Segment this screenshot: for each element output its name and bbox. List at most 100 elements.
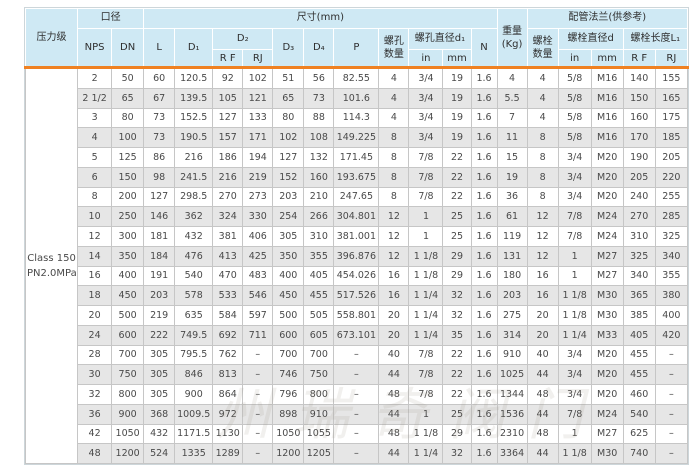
cell: M30 (590, 443, 624, 464)
col-header-p: P (333, 28, 380, 69)
cell: 314 (496, 324, 528, 346)
cell: 305 (143, 364, 176, 385)
cell: 35 (442, 324, 472, 346)
cell: 455 (622, 364, 656, 385)
cell: 1 (557, 265, 592, 287)
cell: 219 (143, 305, 176, 326)
cell: 800 (111, 384, 145, 405)
cell: – (654, 344, 689, 366)
col-header-d1: D₁ (174, 28, 214, 69)
cell: 540 (622, 403, 656, 425)
cell: 330 (242, 206, 274, 227)
cell: 8 (526, 147, 559, 168)
cell: 432 (143, 423, 176, 445)
cell: 101.6 (333, 87, 380, 109)
cell: 558.801 (333, 305, 380, 326)
cell: – (654, 443, 689, 464)
cell: 16 (378, 265, 410, 287)
cell: 1.6 (470, 344, 498, 366)
cell: 365 (622, 285, 656, 306)
cell: 1171.5 (174, 423, 214, 445)
cell: M30 (590, 285, 624, 306)
cell: 127 (272, 147, 305, 168)
cell: – (333, 423, 380, 445)
cell: 180 (496, 265, 528, 287)
cell: 7/8 (408, 166, 444, 188)
cell: 700 (111, 344, 145, 366)
cell: 1344 (496, 384, 528, 405)
cell: 6 (77, 166, 113, 188)
col-header-n: N (470, 28, 498, 69)
cell: 3/4 (557, 364, 592, 385)
cell: 1.6 (470, 87, 498, 109)
cell: 241.5 (174, 166, 214, 188)
cell: 1 1/8 (557, 285, 592, 306)
cell: M20 (590, 147, 624, 168)
table-row: 28 700 305 795.5 762–700 700–40 7/8 22 1.6 910 40 3… (26, 344, 689, 366)
cell: 8 (526, 166, 559, 188)
cell: 1 (557, 245, 592, 267)
col-header-bolt-qty: 螺栓 数量 (526, 28, 559, 69)
table-row: 32 800 305 900 864–796 800–48 7/8 22 1.6 1344 48 3/… (26, 384, 689, 405)
cell: 80 (111, 107, 145, 129)
cell: 400 (111, 265, 145, 287)
cell: 29 (442, 265, 472, 287)
cell: 605 (303, 324, 335, 346)
cell: 16 (526, 265, 559, 287)
cell: 2 (77, 68, 113, 89)
cell: 132 (303, 147, 335, 168)
cell: 4 (77, 127, 113, 148)
cell: 750 (303, 364, 335, 385)
cell: M20 (590, 384, 624, 405)
cell: 800 (303, 384, 335, 405)
cell: 203 (496, 285, 528, 306)
cell: 29 (442, 423, 472, 445)
cell: 455 (303, 285, 335, 306)
cell: 1289 (212, 443, 244, 464)
cell: 119 (496, 226, 528, 247)
cell: 18 (77, 285, 113, 306)
cell: 88 (303, 107, 335, 129)
cell: 36 (77, 403, 113, 425)
cell: 1.6 (470, 127, 498, 148)
cell: 324 (212, 206, 244, 227)
cell: 48 (378, 384, 410, 405)
cell: 1009.5 (174, 403, 214, 425)
cell: M24 (590, 226, 624, 247)
table-row: 36 900 368 1009.5 972–898 910–44 1 25 1.6 1536 44 7… (26, 403, 689, 425)
cell: 3 (77, 107, 113, 129)
cell: M24 (590, 403, 624, 425)
cell: 972 (212, 403, 244, 425)
cell: 1.6 (470, 364, 498, 385)
cell: 150 (622, 87, 656, 109)
cell: 48 (77, 443, 113, 464)
table-row: 24 600 222 749.5 692 711 600 605 673.101 20 1 1/4 3… (26, 324, 689, 346)
cell: 194 (242, 147, 274, 168)
cell: 381.001 (333, 226, 380, 247)
cell: 8 (378, 186, 410, 208)
cell: 5/8 (557, 87, 592, 109)
cell: 1 1/8 (408, 423, 444, 445)
cell: 65 (272, 87, 305, 109)
cell: 10 (77, 206, 113, 227)
cell: – (333, 443, 380, 464)
cell: 22 (442, 186, 472, 208)
table-header: 压力级 口径 尺寸(mm) 重量 (Kg) 配管法兰(供参考) NPS DN L… (24, 8, 689, 69)
cell: 450 (272, 285, 305, 306)
table-row: 4 100 73 190.5 157 171 102 108 149.225 8 3/4 19 1.6 1… (26, 127, 689, 148)
cell: 460 (622, 384, 656, 405)
cell: 12 (378, 206, 410, 227)
cell: 310 (622, 226, 656, 247)
cell: 1050 (111, 423, 145, 445)
cell: 846 (174, 364, 214, 385)
cell: 1.6 (470, 68, 498, 89)
cell: – (654, 423, 689, 445)
cell: 152.5 (174, 107, 214, 129)
cell: 405 (622, 324, 656, 346)
cell: 25 (442, 403, 472, 425)
cell: 1 1/4 (408, 324, 444, 346)
cell: 3/4 (408, 68, 444, 89)
cell: 7/8 (557, 403, 592, 425)
cell: M20 (590, 364, 624, 385)
cell: 270 (622, 206, 656, 227)
